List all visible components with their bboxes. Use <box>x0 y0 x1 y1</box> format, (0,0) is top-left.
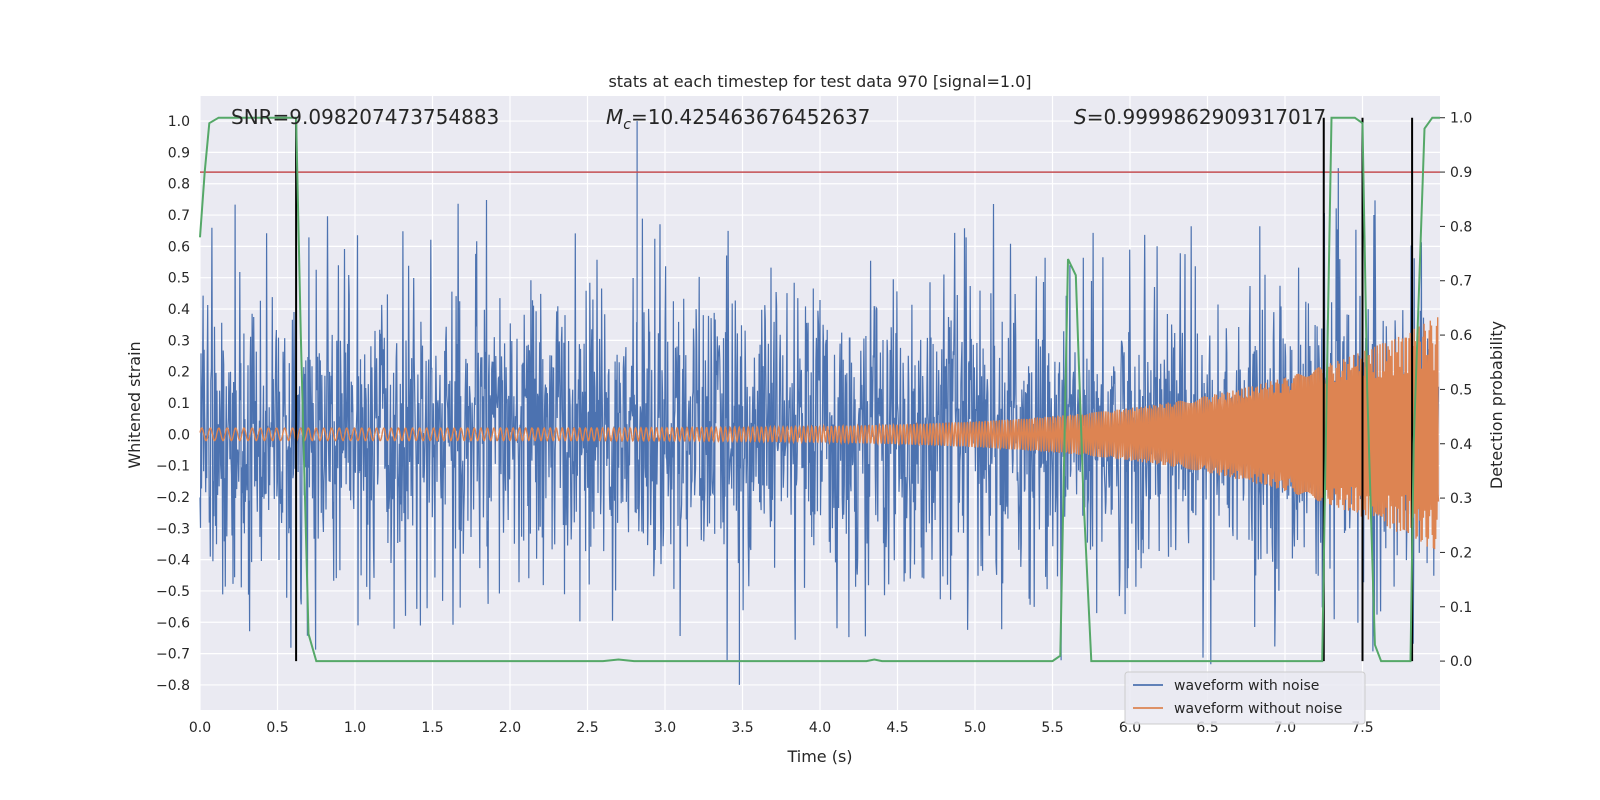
x-tick-label: 5.5 <box>1041 720 1063 736</box>
y-left-tick-label: 0.5 <box>168 271 190 287</box>
y-left-tick-label: −0.1 <box>156 459 190 475</box>
x-tick-label: 1.5 <box>421 720 443 736</box>
y-left-tick-label: −0.2 <box>156 490 190 506</box>
chirp-mass-annotation: Mc=10.425463676452637 <box>606 105 870 133</box>
snr-annotation: SNR=9.098207473754883 <box>231 105 499 129</box>
legend: waveform with noise waveform without noi… <box>1124 671 1366 725</box>
x-axis-ticks: 0.0 0.5 1.0 1.5 2.0 2.5 3.0 3.5 4.0 4.5 5.0 5.5 6.0 6… <box>189 720 1374 736</box>
y-right-tick-label: 0.8 <box>1450 219 1472 235</box>
x-tick-label: 5.0 <box>964 720 986 736</box>
y-left-tick-label: 0.2 <box>168 365 190 381</box>
y-right-axis-ticks: 1.0 0.9 0.8 0.7 0.6 0.5 0.4 0.3 0.2 0.1 0.0 <box>1440 111 1472 670</box>
y-right-axis-label: Detection probability <box>1487 321 1506 489</box>
waveform-without-noise-line <box>199 317 1440 550</box>
x-tick-label: 0.5 <box>266 720 288 736</box>
legend-box <box>1124 671 1366 725</box>
y-left-tick-label: −0.3 <box>156 521 190 537</box>
y-right-tick-label: 0.6 <box>1450 328 1472 344</box>
s-annotation: S=0.9999862909317017 <box>1074 105 1326 129</box>
y-left-tick-label: 0.0 <box>168 427 190 443</box>
y-right-tick-label: 0.3 <box>1450 491 1472 507</box>
y-right-tick-label: 0.5 <box>1450 382 1472 398</box>
y-left-tick-label: 0.7 <box>168 208 190 224</box>
chirp-mass-subscript: c <box>623 117 631 133</box>
y-left-tick-label: −0.8 <box>156 678 190 694</box>
y-left-tick-label: −0.7 <box>156 647 190 663</box>
s-value: =0.9999862909317017 <box>1087 105 1326 129</box>
x-tick-label: 1.0 <box>344 720 366 736</box>
s-symbol: S <box>1074 105 1087 129</box>
chirp-mass-symbol: M <box>606 105 623 129</box>
legend-label-clean: waveform without noise <box>1174 701 1342 717</box>
x-axis-label: Time (s) <box>786 747 852 766</box>
x-tick-label: 3.0 <box>654 720 676 736</box>
y-left-tick-label: 0.9 <box>168 145 190 161</box>
y-left-tick-label: 0.8 <box>168 177 190 193</box>
plot-area <box>199 116 1440 685</box>
x-tick-label: 3.5 <box>731 720 753 736</box>
legend-label-noise: waveform with noise <box>1174 678 1319 694</box>
x-tick-label: 4.0 <box>809 720 831 736</box>
y-left-tick-label: −0.6 <box>156 615 190 631</box>
y-left-axis-label: Whitened strain <box>125 341 144 468</box>
detection-probability-line <box>199 116 1440 663</box>
y-right-tick-label: 0.2 <box>1450 545 1472 561</box>
chirp-mass-value: =10.425463676452637 <box>631 105 870 129</box>
y-right-tick-label: 1.0 <box>1450 111 1472 127</box>
y-right-tick-label: 0.9 <box>1450 165 1472 181</box>
x-tick-label: 0.0 <box>189 720 211 736</box>
y-left-tick-label: −0.4 <box>156 553 190 569</box>
chart-title: stats at each timestep for test data 970… <box>608 72 1031 91</box>
y-right-tick-label: 0.1 <box>1450 600 1472 616</box>
y-left-axis-ticks: 1.0 0.9 0.8 0.7 0.6 0.5 0.4 0.3 0.2 0.1 0.0 −0.1 −0.… <box>156 114 190 694</box>
y-left-tick-label: 0.4 <box>168 302 190 318</box>
x-tick-label: 4.5 <box>886 720 908 736</box>
y-left-tick-label: 0.3 <box>168 333 190 349</box>
y-right-tick-label: 0.4 <box>1450 437 1472 453</box>
y-left-tick-label: −0.5 <box>156 584 190 600</box>
y-right-tick-label: 0.7 <box>1450 274 1472 290</box>
y-left-tick-label: 0.1 <box>168 396 190 412</box>
y-right-tick-label: 0.0 <box>1450 654 1472 670</box>
y-left-tick-label: 1.0 <box>168 114 190 130</box>
y-left-tick-label: 0.6 <box>168 239 190 255</box>
x-tick-label: 2.5 <box>576 720 598 736</box>
x-tick-label: 2.0 <box>499 720 521 736</box>
